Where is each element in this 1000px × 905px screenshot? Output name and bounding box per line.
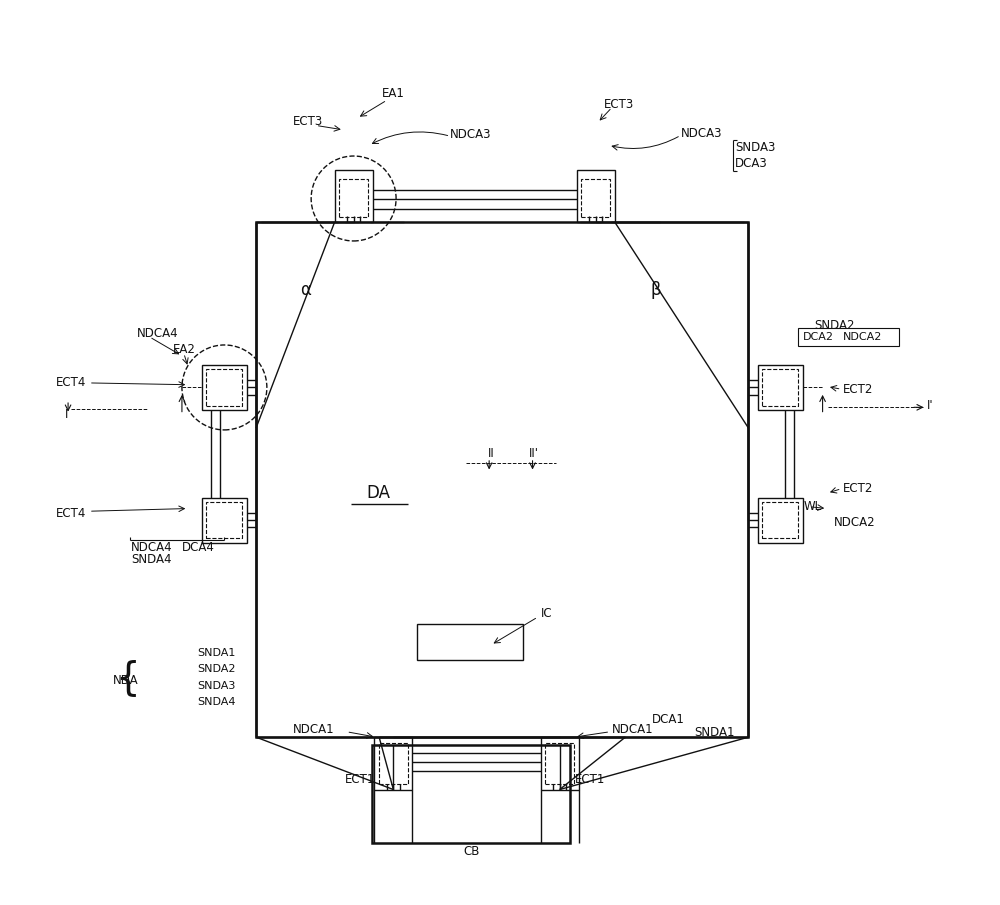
Bar (758, 498, 803, 543)
Text: NDCA2: NDCA2 (834, 517, 876, 529)
Text: SNDA4: SNDA4 (197, 697, 236, 707)
Text: DCA4: DCA4 (182, 541, 215, 554)
Text: {: { (116, 660, 140, 698)
Bar (202, 365, 247, 410)
Text: ECT2: ECT2 (843, 482, 874, 495)
Text: IC: IC (541, 607, 552, 620)
Text: ECT2: ECT2 (843, 383, 874, 395)
Text: EA1: EA1 (382, 87, 405, 100)
Text: NDA: NDA (113, 673, 139, 687)
Text: I': I' (927, 399, 933, 412)
Bar (206, 502, 242, 538)
Bar (335, 169, 373, 222)
Text: II: II (488, 447, 494, 460)
Bar (374, 738, 412, 789)
Text: DCA1: DCA1 (652, 712, 685, 726)
Bar (762, 369, 798, 405)
Text: β: β (650, 281, 661, 299)
Text: SNDA3: SNDA3 (197, 681, 236, 691)
Text: SNDA1: SNDA1 (694, 726, 735, 739)
Text: NDCA2: NDCA2 (843, 332, 883, 342)
Text: NDCA1: NDCA1 (293, 723, 335, 737)
Text: NDCA4: NDCA4 (131, 541, 173, 554)
Text: ECT1: ECT1 (345, 773, 375, 786)
Text: EA2: EA2 (173, 343, 196, 356)
Text: ECT3: ECT3 (293, 115, 324, 129)
Bar (798, 328, 899, 346)
Text: ECT4: ECT4 (56, 376, 86, 389)
Text: SNDA4: SNDA4 (131, 553, 172, 566)
Text: SNDA2: SNDA2 (814, 319, 855, 332)
Text: ECT1: ECT1 (575, 773, 606, 786)
Bar (545, 743, 574, 784)
Text: SNDA3: SNDA3 (735, 140, 775, 154)
Text: ECT4: ECT4 (56, 508, 86, 520)
Bar (372, 746, 570, 843)
Text: SNDA1: SNDA1 (197, 648, 236, 658)
Text: NDCA3: NDCA3 (450, 128, 492, 141)
Bar (541, 738, 579, 789)
Bar (379, 743, 408, 784)
Text: α: α (300, 281, 311, 299)
Bar (581, 178, 610, 216)
Bar (339, 178, 368, 216)
Text: DCA3: DCA3 (735, 157, 768, 170)
Text: SNDA2: SNDA2 (197, 664, 236, 674)
Bar (202, 498, 247, 543)
Bar (577, 169, 615, 222)
Text: WL: WL (804, 500, 822, 513)
Bar (762, 502, 798, 538)
Bar (256, 222, 748, 738)
Text: DCA2: DCA2 (803, 332, 834, 342)
Bar (758, 365, 803, 410)
Text: DA: DA (366, 484, 390, 502)
Text: NDCA1: NDCA1 (612, 723, 654, 737)
Text: NDCA3: NDCA3 (681, 127, 722, 140)
Text: I: I (65, 408, 68, 421)
Text: II': II' (528, 447, 538, 460)
Text: ECT3: ECT3 (604, 98, 634, 111)
Text: CB: CB (463, 845, 479, 859)
Bar (417, 624, 523, 661)
Text: NDCA4: NDCA4 (137, 327, 178, 339)
Bar (206, 369, 242, 405)
